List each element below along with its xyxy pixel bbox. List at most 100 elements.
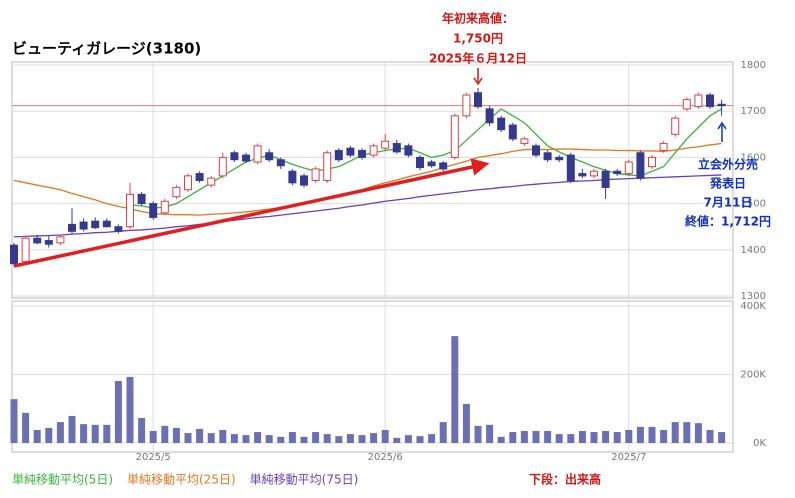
note-line: 発表日: [709, 176, 746, 191]
candle-body: [381, 140, 390, 149]
candle-body: [404, 145, 413, 156]
candle-body: [543, 152, 552, 161]
volume-bar: [288, 432, 296, 443]
candle-body: [346, 147, 355, 156]
volume-bar: [532, 431, 540, 443]
ma-line: [129, 108, 722, 209]
volume-bar: [683, 422, 691, 443]
candle-body: [497, 117, 506, 131]
candle-body: [520, 138, 529, 145]
volume-bar: [462, 403, 470, 443]
volume-bar: [625, 429, 633, 443]
volume-bar: [567, 434, 575, 443]
candle-body: [323, 152, 332, 181]
candle-body: [671, 117, 680, 135]
candle-body: [137, 193, 146, 205]
candle-body: [624, 161, 633, 175]
volume-bar: [509, 432, 517, 443]
volume-bar: [254, 432, 262, 443]
volume-bar: [103, 424, 111, 443]
volume-bar: [277, 436, 285, 443]
candle-body: [358, 149, 366, 158]
y-tick-label: 1600: [741, 152, 766, 163]
candle-body: [68, 223, 76, 232]
volume-bar: [520, 431, 528, 443]
volume-bar: [497, 436, 505, 443]
volume-bar: [555, 434, 563, 443]
candle-body: [566, 154, 575, 181]
note-line: 終値：1,712円: [685, 214, 771, 229]
candle-body: [717, 103, 726, 107]
y-tick-label: 1700: [741, 106, 766, 117]
volume-bar: [544, 431, 552, 443]
note-line: 立会外分売: [698, 157, 758, 172]
volume-bar: [230, 434, 238, 443]
volume-bar: [184, 433, 192, 443]
volume-label: 下段：出来高: [529, 472, 601, 487]
candle-body: [44, 240, 53, 245]
candle-body: [450, 115, 459, 158]
candle-body: [369, 145, 378, 156]
volume-bar: [56, 422, 64, 443]
candle-body: [590, 170, 598, 177]
candle-body: [56, 236, 65, 244]
y-tick-label: 400K: [740, 301, 766, 312]
volume-bar: [428, 434, 436, 443]
volume-bar: [393, 437, 401, 443]
candle-body: [184, 175, 192, 191]
volume-bar: [671, 422, 679, 443]
note-arrow: [473, 68, 483, 86]
volume-bar: [602, 431, 610, 443]
volume-bar: [68, 415, 76, 443]
candle-body: [102, 220, 111, 228]
candle-body: [659, 143, 668, 151]
volume-bar: [265, 435, 273, 443]
candle-body: [195, 173, 204, 182]
y-tick-label: 200K: [740, 370, 766, 381]
volume-bar: [242, 435, 250, 443]
y-tick-label: 1400: [741, 245, 766, 256]
volume-bar: [439, 422, 447, 443]
volume-bar: [300, 436, 308, 443]
volume-bar: [636, 426, 644, 443]
volume-bar: [416, 436, 424, 443]
candle-body: [439, 162, 448, 170]
offering-note: 立会外分売 発表日 7月11日 終値：1,712円: [685, 157, 771, 229]
legend-entry: 単純移動平均(5日): [12, 473, 113, 487]
candle-body: [265, 152, 274, 161]
volume-bar: [718, 432, 726, 443]
candle-body: [207, 177, 216, 186]
volume-bar: [33, 429, 41, 443]
note-line: 2025年６月12日: [429, 51, 527, 66]
candle-body: [91, 220, 100, 229]
volume-bar: [91, 424, 99, 443]
candle-body: [79, 221, 88, 230]
volume-bar: [312, 432, 320, 443]
volume-bar: [196, 428, 204, 443]
volume-bar: [138, 417, 146, 443]
candle-body: [218, 156, 227, 177]
candle-body: [311, 168, 320, 181]
candle-body: [149, 203, 158, 218]
volume-bar: [335, 436, 343, 443]
y-tick-label: 0K: [753, 438, 766, 449]
candle-body: [636, 152, 645, 179]
candle-body: [462, 94, 471, 117]
volume-bar: [474, 425, 482, 443]
volume-bar: [486, 424, 494, 443]
volume-bar: [451, 336, 459, 443]
volume-bar: [358, 435, 366, 443]
candle-body: [613, 170, 622, 175]
volume-bar: [694, 423, 702, 443]
candle-body: [474, 92, 482, 108]
candle-body: [172, 186, 181, 198]
high-note: 年初来高値： 1,750円 2025年６月12日: [429, 11, 527, 66]
price-panel: [11, 61, 734, 299]
volume-bar: [578, 431, 586, 443]
legend-entry: 単純移動平均(25日): [127, 473, 236, 487]
candle-body: [392, 143, 401, 153]
candle-body: [334, 149, 343, 161]
volume-bar: [149, 431, 157, 443]
candle-body: [242, 154, 250, 162]
